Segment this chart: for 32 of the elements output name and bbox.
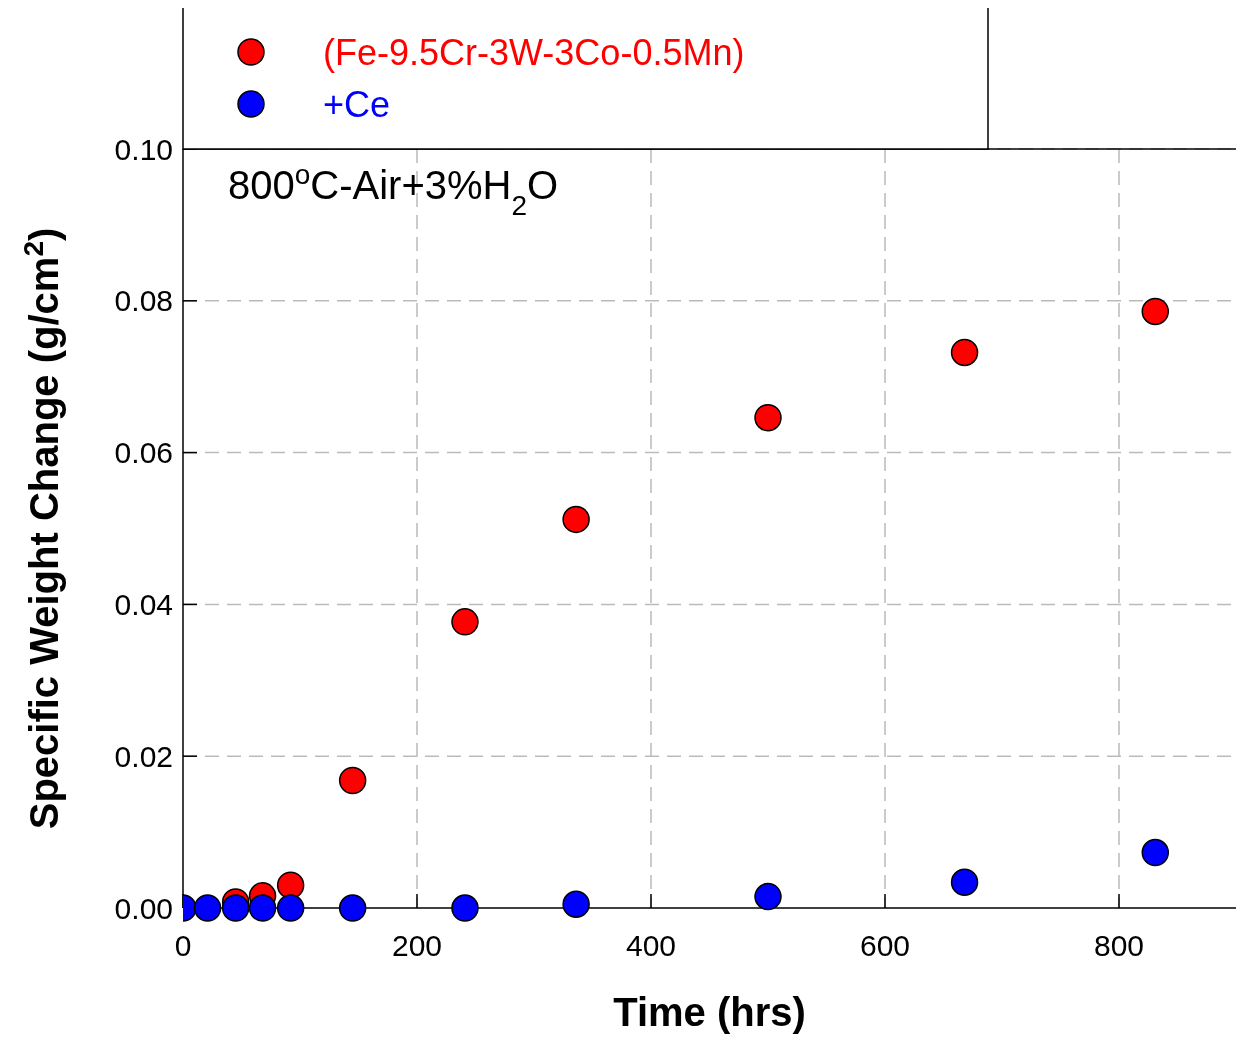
point <box>562 890 590 918</box>
legend-label: (Fe-9.5Cr-3W-3Co-0.5Mn) <box>323 31 745 73</box>
y-tick-label: 0.00 <box>114 891 173 925</box>
x-tick-label: 200 <box>391 929 443 962</box>
annotation: 800$^{o}$C-Air+3%H$_{2}$O <box>228 158 559 221</box>
x-tick-label: 600 <box>859 929 911 962</box>
y-tick-label: 0.08 <box>114 284 173 318</box>
y-tick-label: 0.06 <box>114 436 173 470</box>
point <box>451 894 479 922</box>
point <box>276 871 305 899</box>
point <box>754 403 782 432</box>
point <box>338 894 367 922</box>
point <box>754 882 782 911</box>
x-axis-title: Time (hrs) <box>613 990 806 1034</box>
point <box>950 338 979 367</box>
x-tick-label: 0 <box>174 929 192 962</box>
x-tick-label: 400 <box>625 929 677 962</box>
point <box>221 894 250 922</box>
point <box>562 505 590 534</box>
y-tick-label: 0.10 <box>114 132 173 166</box>
legend-label: +Ce <box>323 83 391 125</box>
point <box>193 894 222 922</box>
point <box>276 894 305 922</box>
point <box>1141 838 1170 867</box>
point <box>451 608 479 636</box>
point <box>950 868 979 896</box>
y-tick-label: 0.04 <box>114 587 173 621</box>
y-tick-label: 0.02 <box>114 739 173 773</box>
point <box>338 766 367 795</box>
point <box>248 894 277 922</box>
x-tick-label: 800 <box>1093 929 1145 962</box>
point <box>1141 297 1170 326</box>
